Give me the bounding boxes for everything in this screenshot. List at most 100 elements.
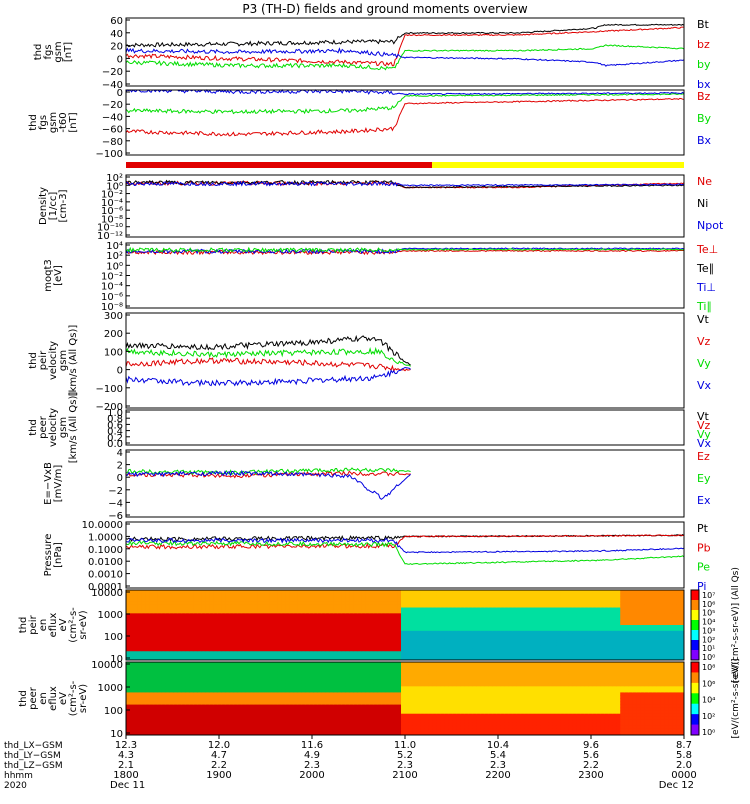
heatmap-cell	[190, 619, 194, 622]
y-axis-label: Pressure[nPa]	[43, 534, 64, 577]
heatmap-cell	[130, 608, 134, 611]
heatmap-cell	[461, 610, 465, 613]
heatmap-cell	[178, 616, 182, 619]
heatmap-cell	[126, 699, 130, 703]
heatmap-cell	[182, 714, 186, 718]
heatmap-cell	[469, 634, 473, 637]
heatmap-cell	[417, 602, 421, 605]
heatmap-cell	[341, 648, 345, 651]
heatmap-cell	[632, 610, 636, 613]
heatmap-cell	[656, 645, 660, 648]
heatmap-cell	[489, 610, 493, 613]
heatmap-cell	[297, 702, 301, 706]
heatmap-cell	[222, 651, 226, 654]
heatmap-cell	[170, 637, 174, 640]
heatmap-cell	[142, 643, 146, 646]
heatmap-cell	[624, 602, 628, 605]
heatmap-cell	[465, 602, 469, 605]
heatmap-cell	[146, 662, 150, 666]
heatmap-cell	[552, 619, 556, 622]
heatmap-cell	[525, 619, 529, 622]
heatmap-cell	[154, 680, 158, 684]
heatmap-cell	[461, 645, 465, 648]
heatmap-cell	[277, 637, 281, 640]
heatmap-cell	[397, 651, 401, 654]
heatmap-cell	[198, 631, 202, 634]
heatmap-cell	[186, 674, 190, 678]
heatmap-cell	[198, 723, 202, 727]
heatmap-cell	[174, 651, 178, 654]
heatmap-cell	[269, 677, 273, 681]
heatmap-cell	[297, 619, 301, 622]
heatmap-cell	[126, 680, 130, 684]
heatmap-cell	[218, 680, 222, 684]
heatmap-cell	[409, 605, 413, 608]
heatmap-cell	[345, 608, 349, 611]
heatmap-cell	[186, 625, 190, 628]
heatmap-cell	[345, 596, 349, 599]
heatmap-cell	[417, 616, 421, 619]
heatmap-cell	[138, 671, 142, 675]
heatmap-cell	[620, 648, 624, 651]
heatmap-cell	[672, 602, 676, 605]
heatmap-cell	[365, 654, 369, 657]
heatmap-cell	[250, 729, 254, 733]
heatmap-cell	[644, 599, 648, 602]
heatmap-cell	[130, 610, 134, 613]
heatmap-cell	[397, 645, 401, 648]
heatmap-cell	[612, 637, 616, 640]
heatmap-cell	[333, 613, 337, 616]
heatmap-cell	[497, 625, 501, 628]
heatmap-cell	[548, 605, 552, 608]
heatmap-cell	[258, 654, 262, 657]
heatmap-cell	[477, 608, 481, 611]
heatmap-cell	[401, 605, 405, 608]
heatmap-cell	[269, 668, 273, 672]
heatmap-cell	[604, 613, 608, 616]
heatmap-cell	[297, 643, 301, 646]
heatmap-cell	[190, 622, 194, 625]
heatmap-cell	[588, 610, 592, 613]
heatmap-cell	[485, 648, 489, 651]
heatmap-cell	[170, 668, 174, 672]
heatmap-cell	[238, 631, 242, 634]
heatmap-cell	[321, 720, 325, 724]
heatmap-cell	[624, 599, 628, 602]
heatmap-cell	[648, 593, 652, 596]
heatmap-cell	[269, 674, 273, 678]
heatmap-cell	[242, 708, 246, 712]
heatmap-cell	[317, 613, 321, 616]
heatmap-cell	[373, 628, 377, 631]
heatmap-cell	[262, 720, 266, 724]
heatmap-cell	[632, 643, 636, 646]
heatmap-cell	[242, 631, 246, 634]
heatmap-cell	[652, 593, 656, 596]
heatmap-cell	[377, 605, 381, 608]
heatmap-cell	[672, 651, 676, 654]
heatmap-cell	[329, 654, 333, 657]
heatmap-cell	[170, 628, 174, 631]
heatmap-cell	[309, 720, 313, 724]
heatmap-cell	[146, 723, 150, 727]
heatmap-cell	[305, 634, 309, 637]
heatmap-cell	[652, 613, 656, 616]
heatmap-cell	[580, 616, 584, 619]
heatmap-cell	[664, 599, 668, 602]
heatmap-cell	[349, 634, 353, 637]
heatmap-cell	[337, 668, 341, 672]
heatmap-cell	[250, 637, 254, 640]
heatmap-cell	[186, 608, 190, 611]
heatmap-cell	[142, 729, 146, 733]
heatmap-cell	[425, 590, 429, 593]
heatmap-cell	[421, 637, 425, 640]
heatmap-cell	[349, 637, 353, 640]
heatmap-cell	[126, 631, 130, 634]
heatmap-cell	[202, 711, 206, 715]
heatmap-cell	[341, 622, 345, 625]
heatmap-cell	[517, 625, 521, 628]
heatmap-cell	[266, 714, 270, 718]
heatmap-cell	[517, 605, 521, 608]
heatmap-cell	[250, 680, 254, 684]
heatmap-cell	[138, 668, 142, 672]
heatmap-cell	[162, 671, 166, 675]
